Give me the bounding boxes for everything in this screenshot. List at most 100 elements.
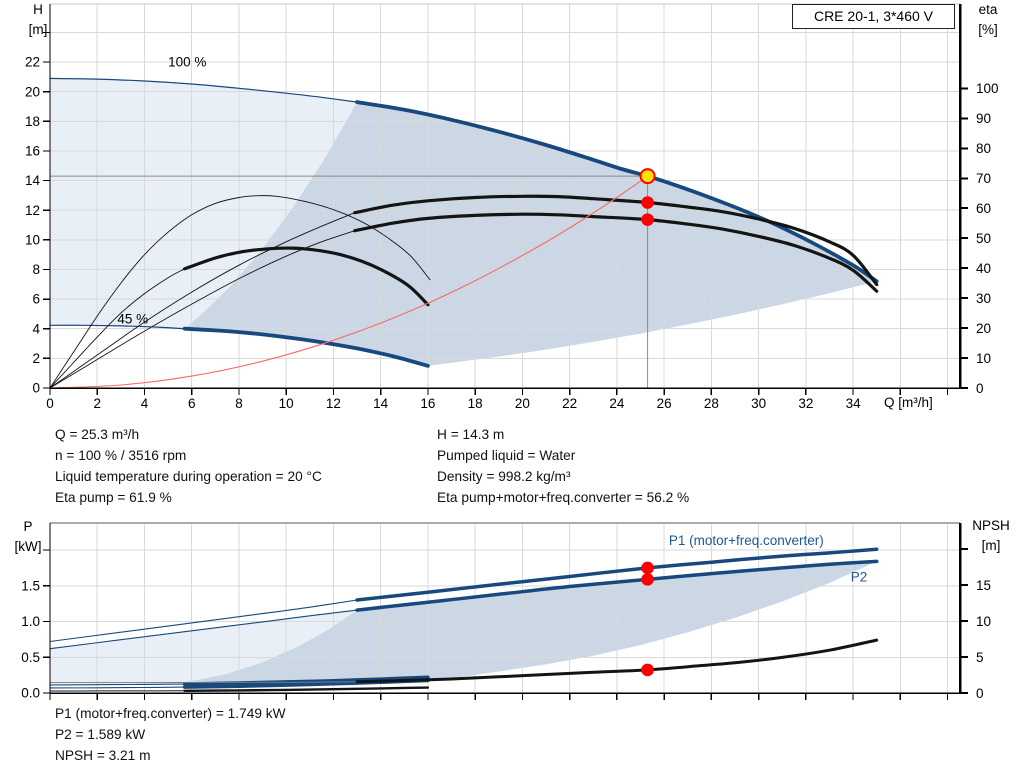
detail-q: Q = 25.3 m³/h <box>55 427 140 442</box>
tick-label: 12 <box>25 203 40 218</box>
tick-label: 8 <box>235 396 243 411</box>
detail-liquid: Pumped liquid = Water <box>437 448 576 463</box>
tick-label: 32 <box>798 396 813 411</box>
tick-label: 10 <box>279 396 294 411</box>
allowed-operating-range-fill <box>50 78 358 329</box>
p1-curve-100-thin <box>49 599 358 643</box>
tick-label: 1.0 <box>21 614 40 629</box>
curve-label: 45 % <box>117 312 148 327</box>
p1-curve-45 <box>182 675 430 686</box>
p-axis-unit: [kW] <box>14 539 42 554</box>
curve-label: 100 % <box>168 55 206 70</box>
tick-label: 18 <box>468 396 483 411</box>
p2-point <box>641 573 654 586</box>
p2-curve-45-thin <box>49 686 185 689</box>
tick-label: 6 <box>188 396 196 411</box>
tick-label: 16 <box>420 396 435 411</box>
tick-label: 14 <box>373 396 389 411</box>
qh-curve-45 <box>182 326 430 368</box>
tick-label: 14 <box>25 173 41 188</box>
duty-details-left: Q = 25.3 m³/h n = 100 % / 3516 rpm Liqui… <box>55 424 322 508</box>
control-curve-thin <box>49 175 648 389</box>
tick-label: 0.5 <box>21 650 40 665</box>
detail-temperature: Liquid temperature during operation = 20… <box>55 469 322 484</box>
h-axis-title: H <box>33 2 43 17</box>
pump-type-label: CRE 20-1, 3*460 V <box>813 8 934 24</box>
eta-pump-curve-100-thin <box>49 212 355 389</box>
npsh-curve-45 <box>183 686 430 692</box>
tick-label: 22 <box>25 55 40 70</box>
tick-label: 6 <box>32 292 40 307</box>
tick-label: 8 <box>32 262 40 277</box>
tick-label: 10 <box>976 351 991 366</box>
eta-total-point <box>641 213 654 226</box>
q-axis-title: Q [m³/h] <box>884 395 933 410</box>
tick-label: 20 <box>25 84 40 99</box>
tick-label: 0 <box>976 686 984 701</box>
eta-pump-curve-45-thin <box>49 195 431 389</box>
tick-label: 12 <box>326 396 341 411</box>
tick-label: 4 <box>32 321 40 336</box>
tick-label: 30 <box>751 396 766 411</box>
eta-total-curve-100-thin <box>49 230 355 389</box>
tick-label: 2 <box>32 351 40 366</box>
npsh-curve-100-thin <box>50 681 358 684</box>
tick-label: 28 <box>704 396 719 411</box>
speed-control-envelope-fill <box>184 102 877 366</box>
npsh-point <box>641 663 654 677</box>
eta-pump-point <box>641 196 654 209</box>
eta-total-curve-45-thin <box>49 268 185 389</box>
tick-label: 15 <box>976 578 991 593</box>
tick-label: 80 <box>976 141 991 156</box>
tick-label: 0.0 <box>21 686 40 701</box>
eta-total-curve-45 <box>183 246 430 307</box>
tick-label: 24 <box>609 396 625 411</box>
detail-npsh: NPSH = 3.21 m <box>55 748 151 763</box>
tick-label: 50 <box>976 231 991 246</box>
tick-label: 60 <box>976 201 991 216</box>
npsh-axis-title: NPSH <box>972 518 1010 533</box>
tick-label: 0 <box>46 396 54 411</box>
eta-axis-title: eta <box>978 2 998 17</box>
detail-p1: P1 (motor+freq.converter) = 1.749 kW <box>55 706 286 721</box>
duty-details-right: H = 14.3 m Pumped liquid = Water Density… <box>437 424 689 508</box>
curve-label: P2 <box>851 569 868 584</box>
tick-label: 20 <box>515 396 530 411</box>
p2-curve-100-thin <box>49 609 358 650</box>
tick-label: 18 <box>25 114 40 129</box>
tick-label: 40 <box>976 261 991 276</box>
tick-label: 4 <box>141 396 149 411</box>
tick-label: 90 <box>976 111 991 126</box>
power-details: P1 (motor+freq.converter) = 1.749 kW P2 … <box>55 703 286 766</box>
detail-h: H = 14.3 m <box>437 427 505 442</box>
tick-label: 34 <box>846 396 862 411</box>
tick-label: 0 <box>32 381 40 396</box>
power-range-fill-light <box>50 610 358 683</box>
npsh-axis-unit: [m] <box>981 538 1001 553</box>
tick-label: 2 <box>93 396 101 411</box>
npsh-curve-100 <box>355 638 879 684</box>
detail-eta-total: Eta pump+motor+freq.converter = 56.2 % <box>437 490 690 505</box>
pump-type-box: CRE 20-1, 3*460 V <box>792 4 955 29</box>
qh-curve-100-thin <box>49 77 358 103</box>
p-axis-title: P <box>23 519 33 534</box>
detail-speed: n = 100 % / 3516 rpm <box>55 448 187 463</box>
detail-p2: P2 = 1.589 kW <box>55 727 146 742</box>
eta-axis-unit: [%] <box>978 22 998 37</box>
tick-label: 10 <box>976 614 991 629</box>
tick-label: 5 <box>976 650 984 665</box>
detail-density: Density = 998.2 kg/m³ <box>437 469 571 484</box>
tick-label: 100 <box>976 81 999 96</box>
h-axis-unit: [m] <box>28 22 48 37</box>
detail-eta-pump: Eta pump = 61.9 % <box>55 490 172 505</box>
qh-curve-45-thin <box>49 324 185 330</box>
tick-label: 1.5 <box>21 578 40 593</box>
tick-label: 30 <box>976 291 991 306</box>
tick-label: 22 <box>562 396 577 411</box>
p1-point <box>641 561 654 575</box>
duty-point[interactable] <box>639 168 656 185</box>
curve-label: P1 (motor+freq.converter) <box>669 533 824 548</box>
tick-label: 26 <box>657 396 672 411</box>
